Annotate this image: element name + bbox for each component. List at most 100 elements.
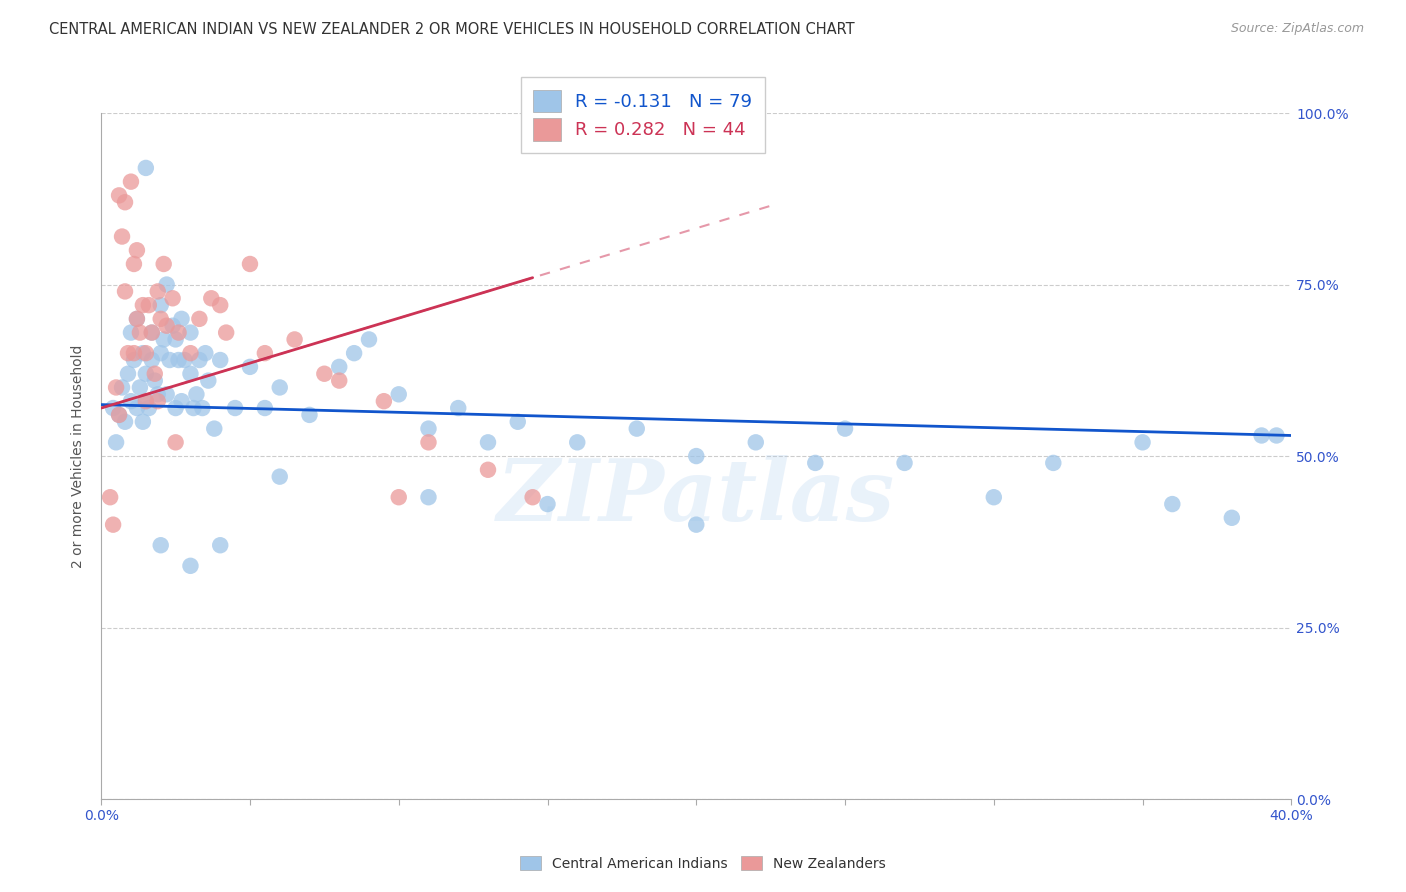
- Point: [146, 285, 169, 299]
- Legend: R = -0.131   N = 79, R = 0.282   N = 44: R = -0.131 N = 79, R = 0.282 N = 44: [520, 78, 765, 153]
- Point: [1042, 456, 1064, 470]
- Point: [194, 346, 217, 360]
- Point: [146, 387, 169, 401]
- Point: [114, 415, 136, 429]
- Point: [804, 456, 827, 470]
- Point: [105, 435, 128, 450]
- Point: [202, 422, 225, 436]
- Point: [388, 490, 411, 504]
- Point: [132, 298, 155, 312]
- Point: [745, 435, 768, 450]
- Point: [101, 401, 124, 415]
- Point: [135, 367, 157, 381]
- Point: [447, 401, 470, 415]
- Point: [215, 326, 238, 340]
- Point: [197, 374, 219, 388]
- Point: [149, 311, 172, 326]
- Point: [167, 326, 190, 340]
- Point: [1265, 428, 1288, 442]
- Point: [685, 449, 707, 463]
- Point: [111, 229, 134, 244]
- Point: [1220, 510, 1243, 524]
- Point: [253, 401, 276, 415]
- Point: [128, 380, 150, 394]
- Point: [138, 401, 160, 415]
- Point: [418, 435, 440, 450]
- Point: [269, 469, 291, 483]
- Point: [120, 175, 142, 189]
- Point: [149, 538, 172, 552]
- Point: [239, 359, 262, 374]
- Point: [162, 318, 184, 333]
- Point: [269, 380, 291, 394]
- Point: [893, 456, 915, 470]
- Text: CENTRAL AMERICAN INDIAN VS NEW ZEALANDER 2 OR MORE VEHICLES IN HOUSEHOLD CORRELA: CENTRAL AMERICAN INDIAN VS NEW ZEALANDER…: [49, 22, 855, 37]
- Point: [135, 394, 157, 409]
- Point: [209, 353, 232, 368]
- Point: [522, 490, 544, 504]
- Point: [141, 353, 163, 368]
- Point: [477, 435, 499, 450]
- Point: [162, 291, 184, 305]
- Point: [125, 311, 148, 326]
- Point: [357, 333, 380, 347]
- Point: [173, 353, 195, 368]
- Point: [135, 394, 157, 409]
- Point: [165, 401, 187, 415]
- Point: [834, 422, 856, 436]
- Point: [536, 497, 558, 511]
- Point: [132, 415, 155, 429]
- Point: [143, 367, 166, 381]
- Point: [120, 326, 142, 340]
- Point: [170, 394, 193, 409]
- Point: [108, 408, 131, 422]
- Point: [149, 346, 172, 360]
- Point: [209, 298, 232, 312]
- Point: [477, 463, 499, 477]
- Point: [191, 401, 214, 415]
- Point: [1132, 435, 1154, 450]
- Point: [314, 367, 336, 381]
- Point: [165, 435, 187, 450]
- Point: [146, 394, 169, 409]
- Point: [156, 277, 179, 292]
- Point: [108, 408, 131, 422]
- Point: [188, 353, 211, 368]
- Point: [506, 415, 529, 429]
- Point: [165, 333, 187, 347]
- Text: Source: ZipAtlas.com: Source: ZipAtlas.com: [1230, 22, 1364, 36]
- Point: [108, 188, 131, 202]
- Point: [1250, 428, 1272, 442]
- Point: [125, 311, 148, 326]
- Point: [373, 394, 395, 409]
- Point: [328, 359, 350, 374]
- Point: [983, 490, 1005, 504]
- Point: [111, 380, 134, 394]
- Point: [418, 490, 440, 504]
- Point: [135, 161, 157, 175]
- Text: ZIPatlas: ZIPatlas: [498, 456, 896, 539]
- Point: [105, 380, 128, 394]
- Point: [159, 353, 181, 368]
- Point: [141, 326, 163, 340]
- Point: [117, 346, 139, 360]
- Point: [132, 346, 155, 360]
- Point: [170, 311, 193, 326]
- Point: [141, 326, 163, 340]
- Point: [156, 387, 179, 401]
- Point: [685, 517, 707, 532]
- Point: [284, 333, 307, 347]
- Point: [179, 558, 201, 573]
- Point: [626, 422, 648, 436]
- Point: [567, 435, 589, 450]
- Point: [186, 387, 208, 401]
- Point: [125, 244, 148, 258]
- Point: [1161, 497, 1184, 511]
- Point: [135, 346, 157, 360]
- Point: [101, 517, 124, 532]
- Point: [114, 195, 136, 210]
- Y-axis label: 2 or more Vehicles in Household: 2 or more Vehicles in Household: [72, 344, 86, 567]
- Point: [209, 538, 232, 552]
- Point: [114, 285, 136, 299]
- Point: [179, 367, 201, 381]
